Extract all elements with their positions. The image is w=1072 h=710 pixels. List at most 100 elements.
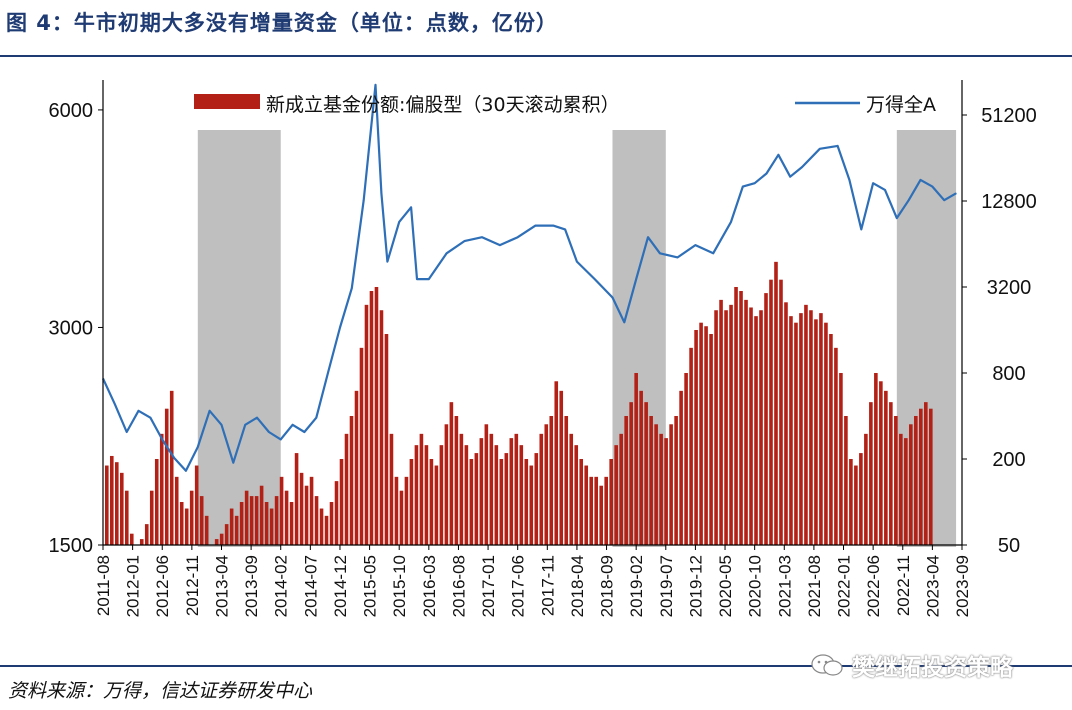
legend-line-label: 万得全A: [866, 94, 936, 116]
line-point: [256, 417, 258, 419]
x-tick-label: 2016-03: [420, 555, 439, 617]
line-point: [860, 228, 862, 231]
x-tick-label: 2012-06: [153, 555, 172, 617]
fund-bar: [399, 490, 404, 545]
fund-bar: [774, 261, 778, 545]
right-tick-label: 800: [992, 363, 1025, 385]
line-point: [185, 470, 187, 472]
x-tick-label: 2013-04: [212, 555, 231, 617]
line-point: [463, 240, 465, 242]
fund-bar: [409, 458, 414, 545]
line-point: [428, 278, 430, 280]
x-tick-label: 2022-01: [835, 555, 854, 617]
fund-bar: [629, 402, 633, 545]
fund-bar: [894, 415, 898, 545]
line-point: [801, 166, 803, 168]
fund-bar: [279, 476, 284, 545]
line-point: [410, 206, 412, 208]
fund-bar: [244, 490, 249, 545]
fund-bar: [534, 453, 539, 545]
fund-bar: [359, 347, 364, 545]
fund-bar: [874, 372, 878, 545]
fund-bar: [734, 286, 738, 545]
fund-bar: [584, 465, 589, 545]
fund-bar: [694, 329, 698, 545]
fund-bar: [619, 433, 623, 545]
x-tick-label: 2023-04: [923, 555, 942, 617]
fund-bar: [349, 415, 354, 545]
line-point: [884, 189, 886, 191]
line-point: [517, 236, 519, 238]
fund-bar: [889, 402, 893, 545]
fund-bar: [794, 322, 798, 545]
fund-bar: [719, 299, 723, 545]
fund-bar: [739, 290, 743, 545]
line-point: [380, 192, 383, 194]
fund-bar: [414, 445, 419, 545]
fund-bar: [269, 508, 274, 545]
fund-bar: [569, 433, 574, 545]
fund-bar: [829, 334, 833, 545]
fund-bar: [499, 458, 504, 545]
fund-bar: [374, 286, 379, 545]
fund-bar: [679, 390, 683, 545]
fund-bar: [454, 415, 459, 545]
fund-bar: [804, 304, 808, 545]
fund-bar: [174, 476, 179, 545]
fund-bar: [129, 533, 134, 545]
line-point: [280, 438, 282, 440]
fund-bar: [844, 415, 848, 545]
fund-bar: [234, 515, 239, 545]
fund-bar: [864, 433, 868, 545]
fund-bar: [689, 347, 693, 545]
fund-bar: [249, 496, 254, 545]
fund-bar: [554, 381, 559, 545]
fund-bar: [879, 381, 883, 545]
fund-bar: [404, 476, 409, 545]
line-point: [712, 252, 714, 254]
line-point: [398, 221, 400, 223]
fund-bar: [644, 402, 648, 545]
fund-bar: [424, 445, 429, 545]
fund-bar: [669, 424, 673, 545]
x-tick-label: 2021-03: [775, 555, 794, 617]
fund-bar: [754, 316, 758, 545]
source-rule: [0, 665, 1072, 667]
line-point: [351, 287, 353, 289]
fund-bar: [474, 453, 479, 545]
line-point: [416, 278, 418, 280]
fund-bar: [664, 438, 668, 545]
fund-bar: [194, 465, 199, 545]
fund-bar: [914, 415, 918, 545]
fund-bar: [599, 485, 603, 545]
fund-bar: [919, 408, 923, 545]
line-point: [552, 225, 554, 227]
x-tick-label: 2020-05: [716, 555, 735, 617]
fund-bar: [464, 445, 469, 545]
fund-bar: [789, 316, 793, 545]
line-point: [730, 221, 732, 223]
x-tick-label: 2014-12: [331, 555, 350, 617]
line-point: [220, 424, 223, 426]
line-point: [848, 179, 851, 181]
line-point: [499, 244, 501, 246]
left-tick-label: 1500: [49, 535, 94, 557]
fund-bar: [559, 390, 564, 545]
x-tick-label: 2013-09: [242, 555, 261, 617]
line-point: [777, 154, 779, 156]
fund-bar: [449, 402, 454, 545]
fund-bar: [429, 458, 434, 545]
fund-bar: [169, 390, 174, 545]
fund-bar: [839, 372, 843, 545]
fund-bar: [459, 433, 464, 545]
fund-bar: [264, 501, 269, 545]
line-point: [872, 182, 874, 184]
fund-bar: [319, 508, 324, 545]
fund-bar: [744, 299, 748, 545]
line-point: [819, 148, 821, 150]
fund-bar: [204, 515, 209, 545]
fund-bar: [324, 515, 329, 545]
fund-bar: [604, 476, 608, 545]
line-point: [647, 236, 649, 238]
line-point: [149, 417, 151, 419]
